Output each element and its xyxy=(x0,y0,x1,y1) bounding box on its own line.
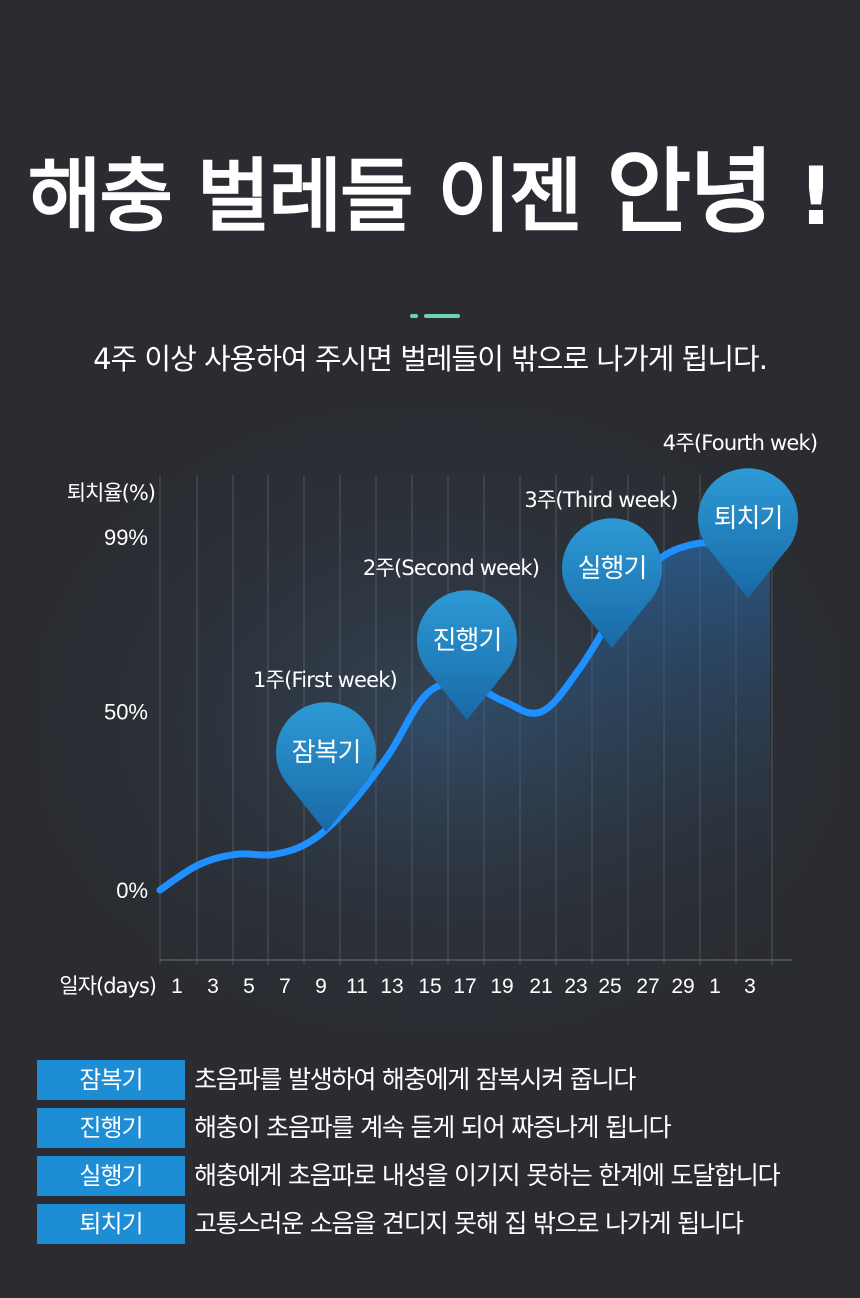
legend-row: 실행기 해충에게 초음파로 내성을 이기지 못하는 한계에 도달합니다 xyxy=(37,1156,860,1196)
legend-row: 잠복기 초음파를 발생하여 해충에게 잠복시켜 줍니다 xyxy=(37,1060,860,1100)
x-tick-label: 9 xyxy=(315,975,327,998)
map-pin-icon xyxy=(698,468,798,598)
y-tick-label: 50% xyxy=(104,700,148,725)
stage-pin-4: 퇴치기 4주(Fourth wek) xyxy=(663,431,818,598)
stage-label: 진행기 xyxy=(433,626,502,656)
stage-label: 실행기 xyxy=(578,554,647,584)
page-title-suffix: ! xyxy=(797,150,835,243)
x-tick-label: 11 xyxy=(346,975,368,998)
x-tick-label: 23 xyxy=(564,975,587,998)
stage-label: 퇴치기 xyxy=(714,504,783,534)
x-tick-label: 3 xyxy=(207,975,219,998)
data-point xyxy=(234,852,238,856)
y-axis-title: 퇴치율(%) xyxy=(67,481,155,505)
accent-dot xyxy=(410,314,418,318)
data-point xyxy=(501,699,505,703)
page-title-main: 해충 벌레들 이젠 xyxy=(27,150,583,243)
map-pin-icon xyxy=(417,590,517,720)
legend-tag: 잠복기 xyxy=(37,1060,185,1100)
stage-pin-3: 실행기 3주(Third week) xyxy=(524,488,678,648)
data-point xyxy=(387,753,391,757)
legend-tag: 진행기 xyxy=(37,1108,185,1148)
page-title: 해충 벌레들 이젠 안녕 ! xyxy=(0,118,860,251)
x-tick-label: 1 xyxy=(171,975,183,998)
week-label: 2주(Second week) xyxy=(363,556,539,580)
week-label: 4주(Fourth wek) xyxy=(663,431,817,455)
data-point xyxy=(311,838,315,842)
x-tick-label: 25 xyxy=(598,975,621,998)
chart-area: 0% 50% 99% 퇴치율(%) 일자(days) 1 3 5 7 9 11 13 15 17 19 21 2… xyxy=(0,390,860,1040)
y-tick-label: 99% xyxy=(104,525,148,550)
y-tick-label: 0% xyxy=(116,878,148,903)
data-point xyxy=(425,692,429,696)
stage-label: 잠복기 xyxy=(292,738,361,768)
legend: 잠복기 초음파를 발생하여 해충에게 잠복시켜 줍니다 진행기 해충이 초음파를… xyxy=(37,1060,860,1252)
stage-pin-2: 진행기 2주(Second week) xyxy=(363,556,540,720)
data-point xyxy=(577,667,581,671)
series-area xyxy=(160,542,770,960)
week-label: 1주(First week) xyxy=(253,668,397,692)
x-tick-label: 5 xyxy=(243,975,255,998)
data-point xyxy=(692,542,696,546)
legend-tag: 퇴치기 xyxy=(37,1204,185,1244)
map-pin-icon xyxy=(561,518,662,648)
accent-divider xyxy=(410,314,460,318)
legend-description: 고통스러운 소음을 견디지 못해 집 밖으로 나가게 됩니다 xyxy=(194,1209,744,1238)
week-label: 3주(Third week) xyxy=(524,488,677,512)
x-tick-label: 27 xyxy=(636,975,659,998)
x-axis-title: 일자(days) xyxy=(59,974,156,998)
x-tick-label: 21 xyxy=(529,975,552,998)
subtitle: 4주 이상 사용하여 주시면 벌레들이 밖으로 나가게 됩니다. xyxy=(93,342,768,376)
legend-description: 해충에게 초음파로 내성을 이기지 못하는 한계에 도달합니다 xyxy=(194,1161,781,1190)
legend-description: 초음파를 발생하여 해충에게 잠복시켜 줍니다 xyxy=(194,1065,636,1094)
data-point xyxy=(539,710,543,714)
data-point xyxy=(158,888,162,892)
legend-tag: 실행기 xyxy=(37,1156,185,1196)
accent-bar xyxy=(424,314,460,318)
legend-row: 퇴치기 고통스러운 소음을 견디지 못해 집 밖으로 나가게 됩니다 xyxy=(37,1204,860,1244)
x-tick-label: 13 xyxy=(380,975,403,998)
page-title-emphasis: 안녕 xyxy=(606,139,774,246)
data-point xyxy=(349,802,353,806)
x-tick-label: 29 xyxy=(671,975,694,998)
legend-row: 진행기 해충이 초음파를 계속 듣게 되어 짜증나게 됩니다 xyxy=(37,1108,860,1148)
x-tick-label: 17 xyxy=(453,975,476,998)
line-chart: 0%50%99%퇴치율(%)일자(days) 1 3 5 7 9 11 13 15 17 19 21 2… xyxy=(40,410,840,1030)
x-tick-label: 7 xyxy=(279,975,291,998)
legend-description: 해충이 초음파를 계속 듣게 되어 짜증나게 됩니다 xyxy=(194,1113,672,1142)
x-tick-label: 3 xyxy=(744,975,756,998)
data-point xyxy=(196,863,200,867)
data-point xyxy=(272,852,276,856)
x-tick-label: 1 xyxy=(709,975,721,998)
x-tick-label: 19 xyxy=(490,975,513,998)
stage-pin-1: 잠복기 1주(First week) xyxy=(253,668,398,832)
map-pin-icon xyxy=(275,702,376,832)
x-tick-label: 15 xyxy=(418,975,441,998)
